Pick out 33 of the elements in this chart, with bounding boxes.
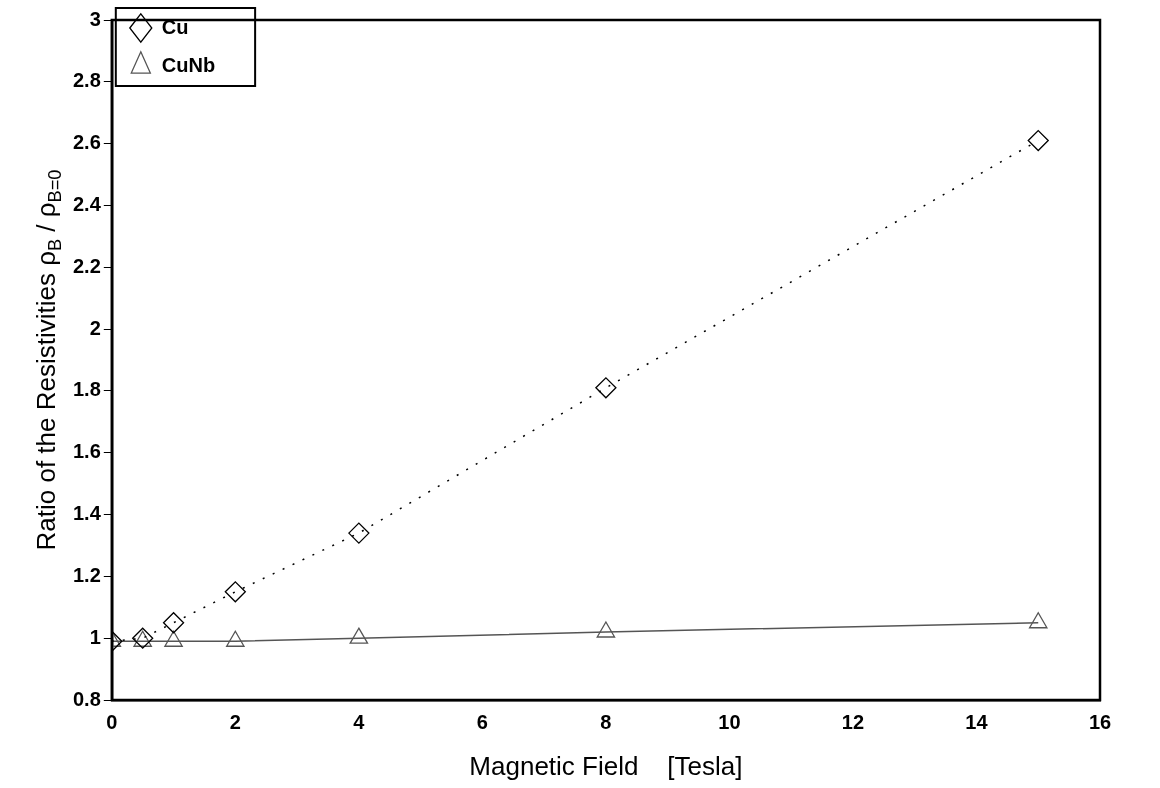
y-tick-label: 2.2 <box>72 254 101 277</box>
point <box>596 621 616 638</box>
y-tick-label: 2 <box>89 316 101 339</box>
x-tick-label: 10 <box>718 710 741 733</box>
x-axis-title: Magnetic Field [Tesla] <box>469 751 743 782</box>
y-tick-label: 1.2 <box>72 563 101 586</box>
point <box>1027 129 1049 152</box>
point <box>349 627 369 644</box>
x-tick-label: 4 <box>353 710 366 733</box>
y-tick-label: 3 <box>89 7 101 30</box>
point <box>226 630 245 647</box>
x-tick-label: 12 <box>841 710 865 733</box>
y-tick-label: 1.8 <box>72 378 101 401</box>
y-tick-label: 1.4 <box>72 502 102 525</box>
y-tick-label: 1 <box>89 625 101 648</box>
y-axis-title: Ratio of the Resistivities ρB / ρB=0 <box>31 169 65 551</box>
point <box>595 377 617 399</box>
point <box>164 630 183 647</box>
x-tick-label: 8 <box>600 710 612 733</box>
point <box>348 522 370 544</box>
x-tick-label: 16 <box>1088 710 1112 733</box>
x-tick-label: 6 <box>476 710 488 733</box>
legend-label: Cu <box>161 15 189 38</box>
legend-label: CuNb <box>161 53 216 76</box>
x-tick-label: 2 <box>229 710 241 733</box>
x-tick-label: 14 <box>965 710 989 733</box>
x-tick-label: 0 <box>106 710 118 733</box>
point <box>1028 612 1048 629</box>
y-tick-label: 2.4 <box>72 192 102 215</box>
y-tick-label: 2.8 <box>72 69 101 92</box>
y-tick-label: 1.6 <box>72 440 101 463</box>
y-tick-label: 0.8 <box>72 687 101 710</box>
y-tick-label: 2.6 <box>72 131 101 154</box>
